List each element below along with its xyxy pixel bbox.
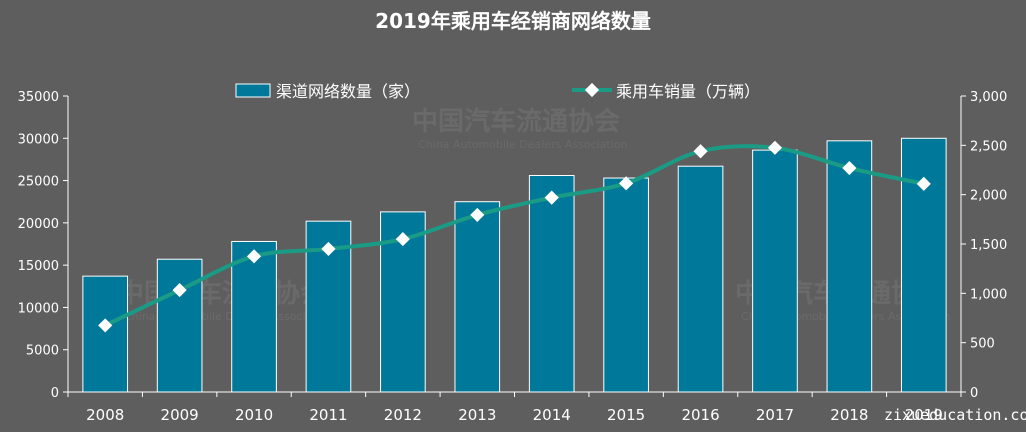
- x-tick-label: 2015: [607, 406, 645, 424]
- legend-bar-label: 渠道网络数量（家）: [276, 82, 420, 101]
- x-tick-label: 2012: [384, 406, 422, 424]
- x-tick-label: 2011: [309, 406, 347, 424]
- y-left-ticks: 0 5000 10000 15000 20000 25000 30000 35000: [18, 90, 68, 401]
- sales-point-2009: [172, 283, 187, 298]
- y-right-tick-label: 3,000: [970, 90, 1007, 105]
- sales-point-2015: [619, 176, 634, 191]
- bar-2013: [454, 201, 501, 393]
- y-left-tick-label: 5000: [26, 344, 59, 359]
- y-right-tick-label: 1,000: [970, 287, 1007, 302]
- watermark-en-top: China Automobile Dealers Association: [418, 138, 627, 151]
- sales-point-2008: [98, 318, 113, 333]
- sales-point-2011: [321, 241, 336, 257]
- y-left-tick-label: 35000: [18, 90, 59, 105]
- bar-2016: [677, 165, 724, 393]
- x-tick-label: 2019: [905, 406, 943, 424]
- sales-point-2019: [916, 176, 931, 191]
- bar-2019: [900, 137, 947, 393]
- y-right-tick-label: 1,500: [970, 238, 1007, 253]
- y-left-tick-label: 10000: [18, 301, 59, 316]
- legend-line-marker: [584, 82, 600, 98]
- sales-point-2018: [842, 160, 857, 176]
- bar-2008: [82, 275, 129, 393]
- site-watermark: zixueducation.com: [884, 406, 1026, 424]
- y-right-tick-label: 2,000: [970, 189, 1007, 204]
- x-tick-label: 2017: [756, 406, 794, 424]
- sales-point-2012: [395, 231, 410, 247]
- sales-point-2014: [544, 190, 559, 205]
- bar-2014: [528, 174, 575, 393]
- bar-2015: [603, 177, 649, 393]
- watermark-en-left: China Automobile Dealers Association: [124, 310, 333, 323]
- y-right-tick-label: 500: [970, 337, 995, 352]
- sales-point-2016: [693, 144, 708, 159]
- x-tick-label: 2013: [458, 406, 496, 424]
- y-left-tick-label: 20000: [18, 217, 59, 232]
- x-tick-label: 2008: [86, 406, 124, 424]
- bar-2017: [752, 149, 798, 393]
- y-right-ticks: 0 500 1,000 1,500 2,000 2,500 3,000: [961, 90, 1007, 401]
- y-left-tick-label: 15000: [18, 259, 59, 274]
- y-left-tick-label: 30000: [18, 132, 59, 147]
- x-tick-label: 2014: [533, 406, 571, 424]
- y-left-tick-label: 0: [51, 386, 59, 401]
- bar-series: [82, 137, 947, 393]
- watermark-cn-top: 中国汽车流通协会: [412, 106, 620, 137]
- bar-2009: [156, 258, 203, 393]
- x-tick-label: 2010: [235, 406, 273, 424]
- y-right-tick-label: 0: [970, 386, 978, 401]
- y-left-tick-label: 25000: [18, 175, 59, 190]
- x-tick-label: 2009: [161, 406, 199, 424]
- y-right-tick-label: 2,500: [970, 139, 1007, 154]
- sales-point-2010: [246, 249, 262, 264]
- legend-line-label: 乘用车销量（万辆）: [616, 82, 760, 101]
- line-series: [98, 140, 931, 333]
- x-ticks: 2008 2009 2010 2011 2012 2013 2014 2015 2016 2017…: [67, 392, 962, 424]
- x-tick-label: 2016: [681, 406, 719, 424]
- chart-title: 2019年乘用车经销商网络数量: [375, 9, 651, 33]
- bar-2018: [826, 140, 873, 393]
- sales-point-2013: [470, 207, 485, 222]
- bar-2010: [231, 240, 277, 393]
- sales-point-2017: [767, 140, 783, 155]
- legend: 渠道网络数量（家） 乘用车销量（万辆）: [235, 82, 760, 101]
- legend-bar-swatch: [235, 83, 271, 98]
- x-tick-label: 2018: [830, 406, 868, 424]
